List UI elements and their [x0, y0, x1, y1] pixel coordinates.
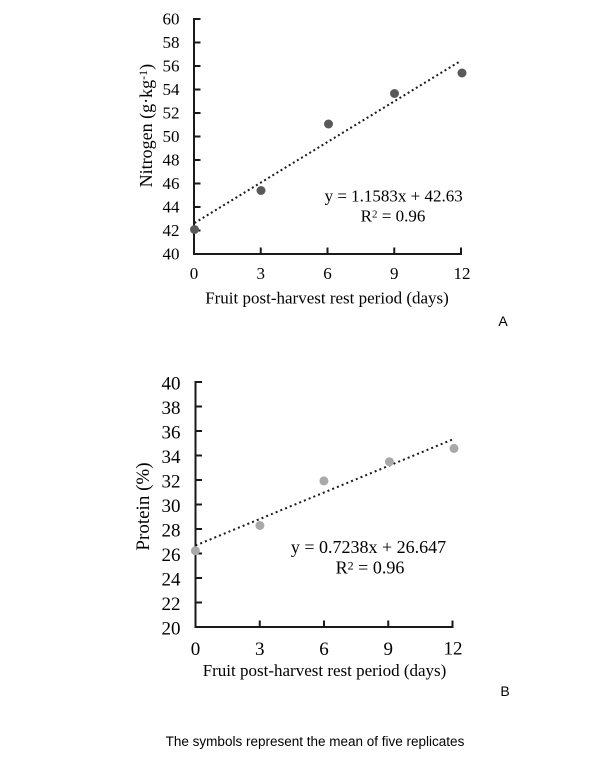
svg-text:The symbols represent the mean: The symbols represent the mean of five r… [166, 734, 465, 749]
svg-text:52: 52 [163, 104, 180, 123]
svg-text:44: 44 [163, 198, 181, 217]
svg-text:22: 22 [162, 594, 181, 615]
svg-text:Fruit post-harvest rest period: Fruit post-harvest rest period (days) [203, 661, 447, 680]
svg-text:30: 30 [162, 496, 181, 517]
svg-text:0: 0 [191, 639, 201, 660]
svg-text:26: 26 [162, 545, 181, 566]
svg-text:9: 9 [390, 264, 399, 283]
svg-text:A: A [498, 313, 508, 329]
svg-text:34: 34 [162, 447, 182, 468]
svg-text:R2 = 0.96: R2 = 0.96 [361, 207, 426, 226]
svg-text:42: 42 [163, 221, 180, 240]
svg-text:y = 0.7238x + 26.647: y = 0.7238x + 26.647 [291, 537, 446, 557]
svg-text:3: 3 [255, 639, 265, 660]
svg-text:Protein (%): Protein (%) [133, 462, 154, 550]
svg-text:3: 3 [257, 264, 266, 283]
svg-text:y = 1.1583x + 42.63: y = 1.1583x + 42.63 [325, 187, 463, 206]
svg-text:46: 46 [163, 174, 180, 193]
svg-text:32: 32 [162, 471, 181, 492]
svg-text:60: 60 [163, 10, 180, 29]
svg-text:12: 12 [444, 639, 463, 660]
svg-text:Nitrogen (g·kg-1): Nitrogen (g·kg-1) [136, 64, 157, 187]
svg-text:24: 24 [162, 569, 182, 590]
svg-text:20: 20 [162, 618, 181, 639]
svg-text:9: 9 [384, 639, 394, 660]
svg-text:Fruit post-harvest rest period: Fruit post-harvest rest period (days) [205, 289, 449, 308]
svg-text:12: 12 [454, 264, 471, 283]
svg-text:36: 36 [162, 422, 181, 443]
svg-text:28: 28 [162, 520, 181, 541]
svg-text:R2 = 0.96: R2 = 0.96 [336, 558, 405, 578]
svg-text:0: 0 [190, 264, 199, 283]
svg-text:6: 6 [319, 639, 329, 660]
svg-text:40: 40 [163, 245, 180, 264]
svg-text:38: 38 [162, 398, 181, 419]
svg-text:56: 56 [163, 57, 180, 76]
svg-text:B: B [500, 683, 509, 699]
svg-text:48: 48 [163, 151, 180, 170]
svg-text:50: 50 [163, 127, 180, 146]
svg-text:54: 54 [163, 80, 181, 99]
svg-text:6: 6 [323, 264, 332, 283]
svg-text:40: 40 [162, 373, 181, 394]
svg-text:58: 58 [163, 33, 180, 52]
